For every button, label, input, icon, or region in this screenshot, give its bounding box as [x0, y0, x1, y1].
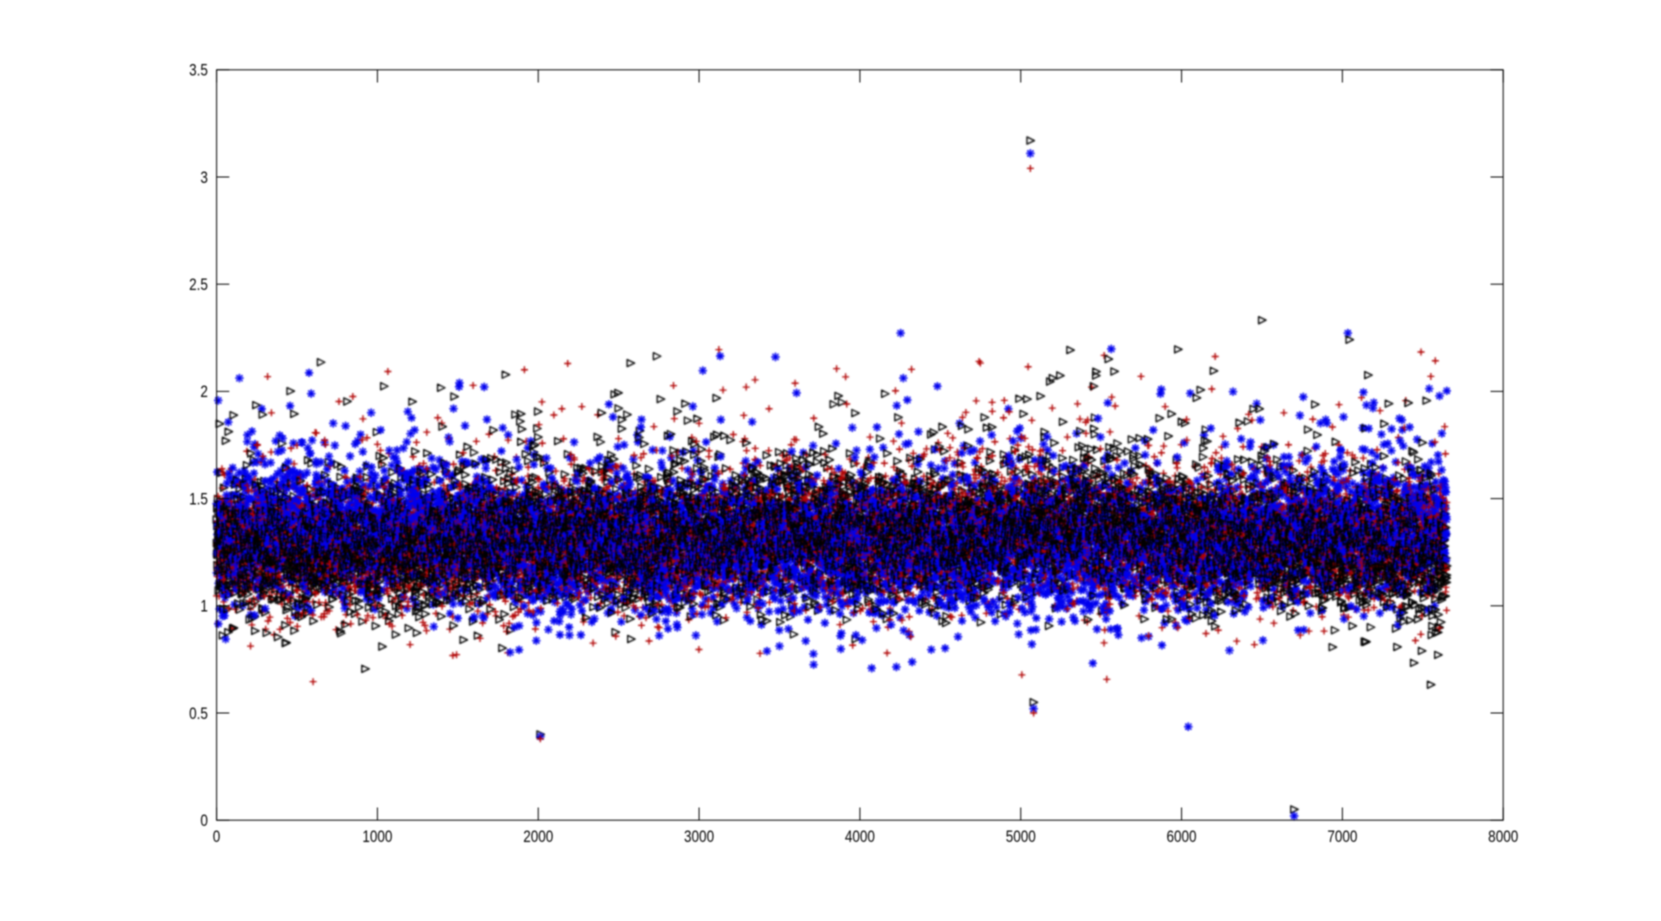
- svg-text:1: 1: [200, 597, 208, 616]
- svg-text:0: 0: [200, 812, 208, 831]
- svg-text:6000: 6000: [1166, 828, 1196, 847]
- svg-text:1000: 1000: [362, 828, 392, 847]
- svg-text:7000: 7000: [1327, 828, 1357, 847]
- svg-text:1.5: 1.5: [189, 490, 208, 509]
- svg-text:8000: 8000: [1488, 828, 1518, 847]
- svg-text:3.5: 3.5: [189, 61, 208, 80]
- svg-text:5000: 5000: [1006, 828, 1036, 847]
- svg-text:0.5: 0.5: [189, 705, 208, 724]
- svg-text:3000: 3000: [684, 828, 714, 847]
- svg-text:4000: 4000: [845, 828, 875, 847]
- svg-text:2000: 2000: [523, 828, 553, 847]
- svg-text:0: 0: [213, 828, 221, 847]
- svg-text:2.5: 2.5: [189, 276, 208, 295]
- svg-text:3: 3: [200, 169, 208, 188]
- svg-text:2: 2: [200, 383, 208, 402]
